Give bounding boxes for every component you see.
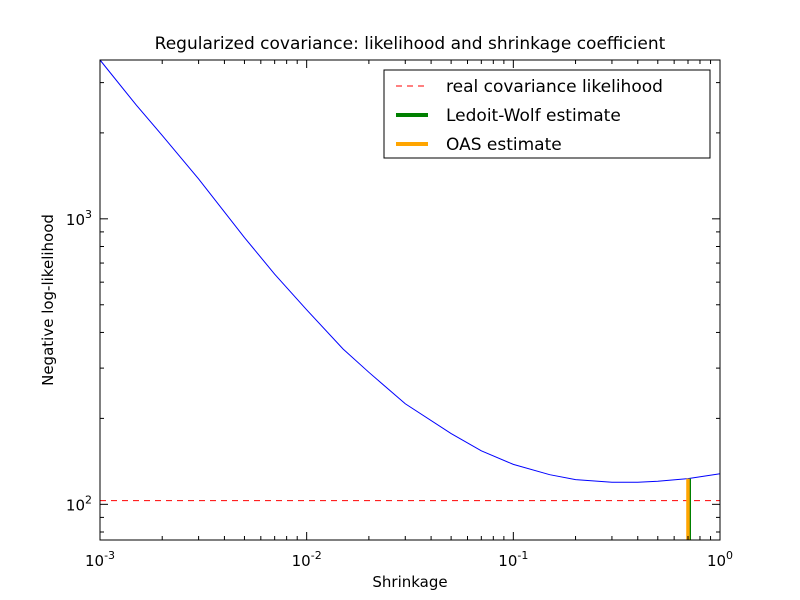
legend-box [383, 69, 711, 159]
x-tick-label: 10-2 [292, 549, 322, 570]
legend-label-oas: OAS estimate [446, 135, 562, 155]
legend-label-ledoit-wolf: Ledoit-Wolf estimate [446, 106, 621, 126]
axis-ticks: 10-3 10-2 10-1 100 102 103 [66, 60, 733, 570]
series-line-likelihood [99, 59, 721, 483]
x-tick-label: 100 [707, 549, 733, 570]
plot-area [99, 59, 721, 540]
x-tick-label: 10-3 [85, 549, 115, 570]
x-tick-label: 10-1 [498, 549, 528, 570]
plot-frame [99, 59, 721, 541]
y-axis-label: Negative log-likelihood [39, 214, 57, 386]
y-tick-label: 103 [66, 208, 92, 229]
legend: real covariance likelihood Ledoit-Wolf e… [383, 69, 711, 159]
chart-title: Regularized covariance: likelihood and s… [155, 34, 666, 54]
y-tick-label: 102 [66, 493, 92, 514]
legend-label-real-covariance: real covariance likelihood [446, 77, 663, 97]
x-axis-label: Shrinkage [372, 573, 447, 591]
